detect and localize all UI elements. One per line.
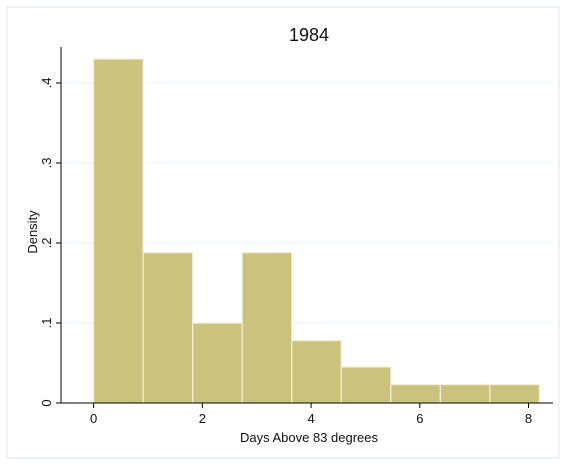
chart-title: 1984 <box>289 25 329 45</box>
y-axis-label: Density <box>25 210 40 254</box>
y-axis-ticks: 0 .1 .2 .3 .4 <box>39 78 61 407</box>
axes <box>60 47 553 404</box>
histogram-bar <box>340 366 392 404</box>
histogram-bar <box>192 322 243 404</box>
histogram-bar <box>489 384 541 404</box>
x-tick-label: 0 <box>90 411 97 426</box>
histogram-bar <box>390 384 441 404</box>
x-axis-label: Days Above 83 degrees <box>240 430 379 445</box>
x-tick-label: 6 <box>416 411 423 426</box>
y-tick-label: .2 <box>39 238 54 249</box>
y-tick-label: .4 <box>39 78 54 89</box>
x-tick-label: 8 <box>525 411 532 426</box>
y-tick-label: .3 <box>39 158 54 169</box>
histogram-bar <box>439 384 491 404</box>
x-tick-label: 2 <box>199 411 206 426</box>
y-tick-label: .1 <box>39 318 54 329</box>
x-axis-ticks: 0 2 4 6 8 <box>90 403 532 426</box>
histogram-bar <box>241 252 293 404</box>
y-tick-label: 0 <box>39 399 54 406</box>
histogram-bar <box>93 58 144 404</box>
histogram-bar <box>142 252 194 404</box>
x-tick-label: 4 <box>307 411 314 426</box>
histogram-bar <box>291 340 342 404</box>
